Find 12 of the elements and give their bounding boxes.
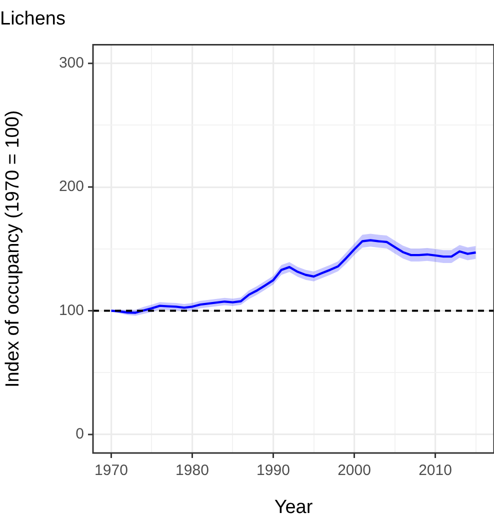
y-axis-title: Index of occupancy (1970 = 100) (2, 110, 24, 388)
x-tick-label: 1980 (176, 462, 209, 480)
chart-title: Lichens (0, 8, 66, 30)
x-tick-label: 2000 (338, 462, 371, 480)
x-axis-title: Year (274, 496, 314, 518)
x-tick-label: 1970 (94, 462, 128, 480)
y-tick-label: 200 (58, 178, 84, 196)
x-tick-label: 1990 (256, 462, 290, 480)
y-tick-label: 100 (58, 302, 84, 319)
x-tick-label: 2010 (418, 462, 452, 480)
y-tick-label: 0 (76, 426, 84, 443)
y-tick-label: 300 (58, 54, 84, 72)
